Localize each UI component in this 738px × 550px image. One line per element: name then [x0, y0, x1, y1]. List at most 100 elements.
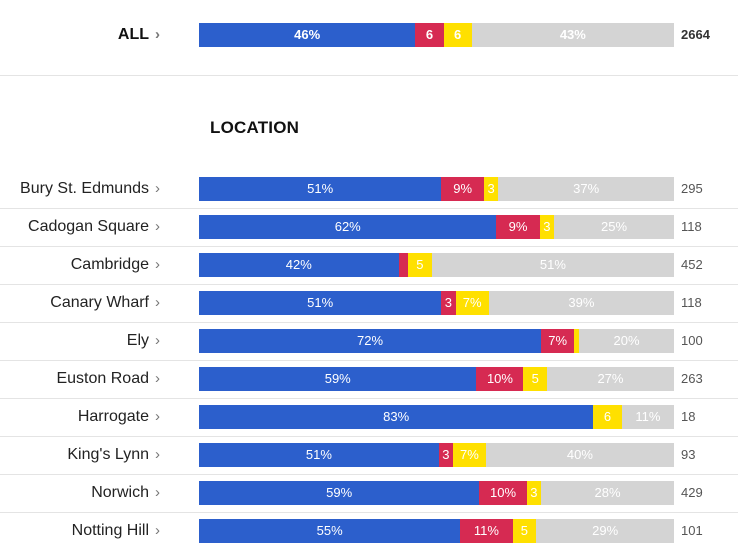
- stacked-bar: 51% 3 7% 39%: [199, 291, 674, 315]
- chevron-right-icon: ›: [155, 256, 160, 273]
- location-row: Cadogan Square › 62% 9% 3 25% 118: [0, 208, 738, 246]
- bar-segment-yellow: 7%: [455, 291, 489, 315]
- bar-segment-yellow: 5: [408, 253, 432, 277]
- bar-segment-grey: 27%: [546, 367, 674, 391]
- divider: [0, 245, 738, 247]
- stacked-bar: 51% 3 7% 40%: [199, 443, 674, 467]
- bar-segment-blue: 59%: [199, 481, 480, 505]
- chevron-right-icon: ›: [155, 332, 160, 349]
- row-label-text: Cambridge: [70, 256, 149, 273]
- bar-segment-yellow: 6: [593, 405, 622, 429]
- location-link[interactable]: Euston Road ›: [56, 360, 160, 398]
- bar-segment-grey: 40%: [485, 443, 674, 467]
- row-count: 93: [681, 447, 696, 462]
- chevron-right-icon: ›: [155, 370, 160, 387]
- row-label-text: Norwich: [91, 484, 149, 501]
- bar-segment-yellow: 3: [484, 177, 499, 201]
- chevron-right-icon: ›: [155, 294, 160, 311]
- all-row: ALL › 46% 6 6 43% 2664: [0, 16, 738, 54]
- row-count: 295: [681, 181, 703, 196]
- stacked-bar: 83% 6 11%: [199, 405, 674, 429]
- location-link[interactable]: Bury St. Edmunds ›: [20, 170, 160, 208]
- bar-segment-blue: 51%: [199, 177, 442, 201]
- row-count: 18: [681, 409, 696, 424]
- row-count: 118: [681, 295, 702, 310]
- bar-segment-yellow: 5: [512, 519, 537, 543]
- location-link[interactable]: Ely ›: [127, 322, 160, 360]
- chevron-right-icon: ›: [155, 180, 160, 197]
- bar-segment-red: [398, 253, 408, 277]
- row-label-text: Cadogan Square: [28, 218, 149, 235]
- bar-segment-blue: 51%: [199, 291, 442, 315]
- bar-segment-yellow: [574, 329, 579, 353]
- stacked-bar: 72% 7% 20%: [199, 329, 674, 353]
- location-link[interactable]: King's Lynn ›: [67, 436, 160, 474]
- chevron-right-icon: ›: [155, 218, 160, 235]
- bar-segment-grey: 29%: [536, 519, 674, 543]
- row-count: 429: [681, 485, 703, 500]
- location-row: Harrogate › 83% 6 11% 18: [0, 398, 738, 436]
- bar-segment-yellow: 3: [526, 481, 541, 505]
- bar-segment-grey: 11%: [621, 405, 674, 429]
- chevron-right-icon: ›: [155, 522, 160, 539]
- bar-segment-red: 3: [438, 443, 453, 467]
- divider: [0, 435, 738, 437]
- bar-segment-blue: 46%: [199, 23, 416, 47]
- chevron-right-icon: ›: [155, 484, 160, 501]
- location-link[interactable]: Canary Wharf ›: [50, 284, 160, 322]
- bar-segment-yellow: 7%: [452, 443, 486, 467]
- row-label-text: Euston Road: [56, 370, 149, 387]
- row-label-text: ALL: [117, 26, 149, 43]
- bar-segment-grey: 43%: [471, 23, 674, 47]
- bar-segment-red: 11%: [460, 519, 513, 543]
- location-link[interactable]: Cambridge ›: [71, 246, 160, 284]
- bar-segment-grey: 51%: [431, 253, 674, 277]
- bar-segment-yellow: 3: [539, 215, 555, 239]
- bar-segment-blue: 62%: [199, 215, 497, 239]
- all-link[interactable]: ALL ›: [118, 16, 160, 54]
- row-label-text: Notting Hill: [71, 522, 149, 539]
- divider: [0, 283, 738, 285]
- location-link[interactable]: Harrogate ›: [78, 398, 160, 436]
- bar-segment-red: 9%: [496, 215, 540, 239]
- chevron-right-icon: ›: [155, 26, 160, 43]
- stacked-bar: 59% 10% 3 28%: [199, 481, 674, 505]
- bar-segment-blue: 72%: [199, 329, 541, 353]
- row-count: 118: [681, 219, 702, 234]
- row-count: 101: [681, 523, 703, 538]
- location-link[interactable]: Cadogan Square ›: [28, 208, 160, 246]
- location-row: Notting Hill › 55% 11% 5 29% 101: [0, 512, 738, 550]
- row-label-text: Harrogate: [77, 408, 149, 425]
- location-row: Norwich › 59% 10% 3 28% 429: [0, 474, 738, 512]
- bar-segment-grey: 39%: [488, 291, 674, 315]
- bar-segment-blue: 59%: [199, 367, 477, 391]
- location-row: Bury St. Edmunds › 51% 9% 3 37% 295: [0, 170, 738, 208]
- row-label-text: Bury St. Edmunds: [20, 180, 149, 197]
- divider: [0, 473, 738, 475]
- stacked-bar: 62% 9% 3 25%: [199, 215, 674, 239]
- bar-segment-grey: 28%: [541, 481, 674, 505]
- bar-segment-grey: 37%: [498, 177, 674, 201]
- row-count: 2664: [681, 27, 710, 42]
- location-row: Cambridge › 42% 5 51% 452: [0, 246, 738, 284]
- chevron-right-icon: ›: [155, 446, 160, 463]
- row-count: 100: [681, 333, 703, 348]
- bar-segment-blue: 42%: [199, 253, 399, 277]
- stacked-bar: 55% 11% 5 29%: [199, 519, 674, 543]
- bar-segment-red: 10%: [476, 367, 524, 391]
- row-count: 263: [681, 371, 703, 386]
- stacked-bar: 42% 5 51%: [199, 253, 674, 277]
- location-row: Euston Road › 59% 10% 5 27% 263: [0, 360, 738, 398]
- bar-segment-grey: 20%: [579, 329, 674, 353]
- location-link[interactable]: Norwich ›: [91, 474, 160, 512]
- location-row: King's Lynn › 51% 3 7% 40% 93: [0, 436, 738, 474]
- divider: [0, 75, 738, 76]
- divider: [0, 321, 738, 323]
- stacked-bar: 46% 6 6 43%: [199, 23, 674, 47]
- bar-segment-blue: 55%: [199, 519, 461, 543]
- location-row: Canary Wharf › 51% 3 7% 39% 118: [0, 284, 738, 322]
- location-link[interactable]: Notting Hill ›: [72, 512, 160, 550]
- bar-segment-red: 7%: [541, 329, 575, 353]
- stacked-bar: 59% 10% 5 27%: [199, 367, 674, 391]
- bar-segment-grey: 25%: [554, 215, 674, 239]
